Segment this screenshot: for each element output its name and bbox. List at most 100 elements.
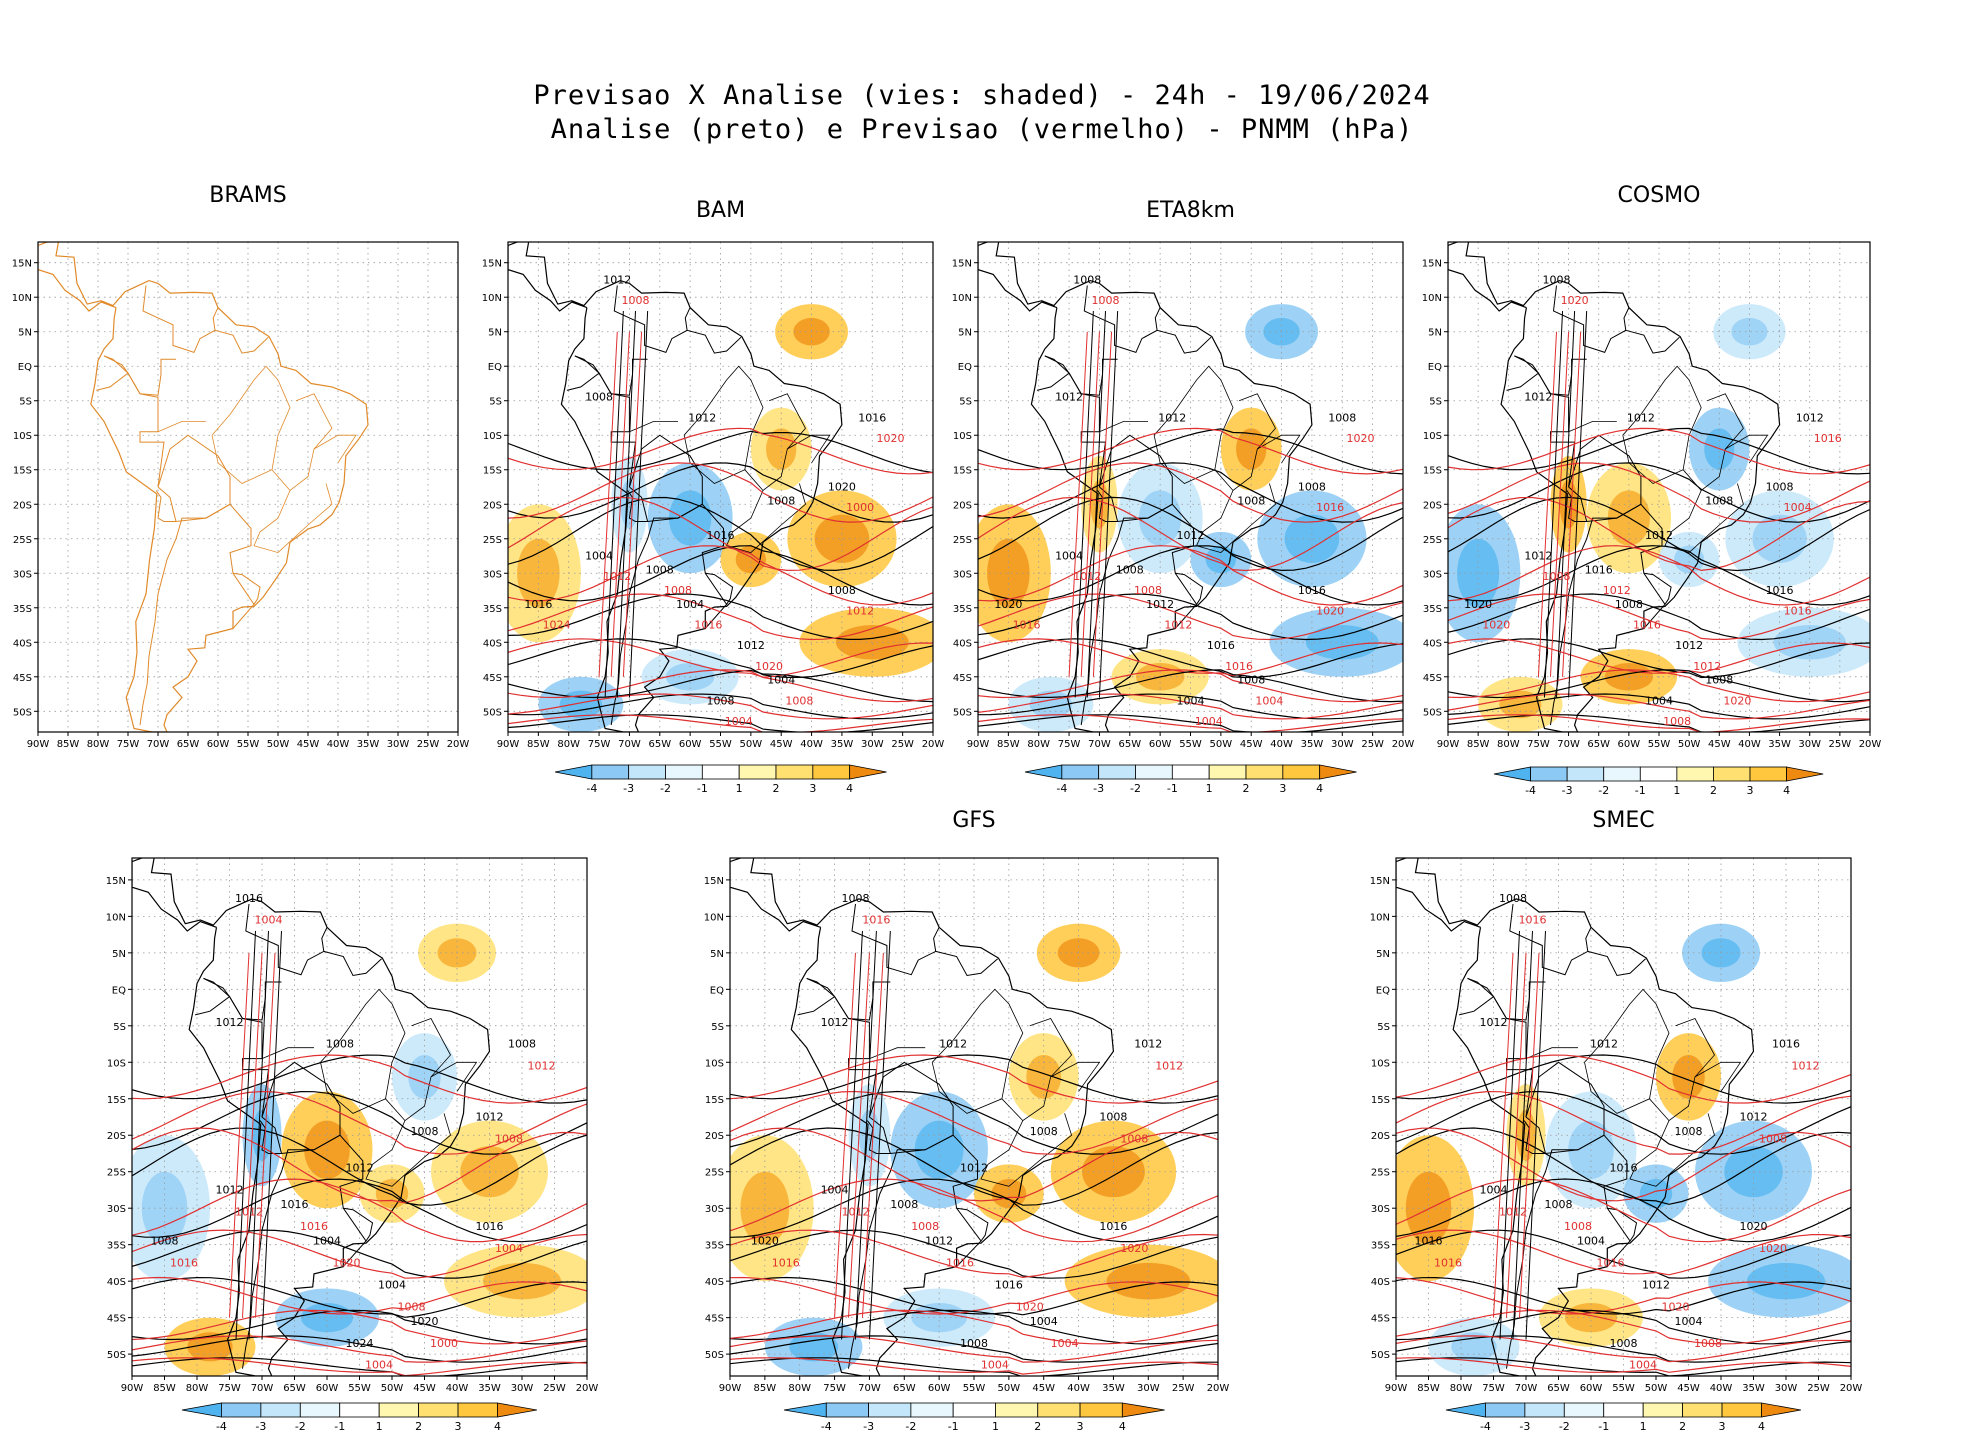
analysis-contour-label: 1008	[960, 1337, 988, 1350]
forecast-contour-label: 1008	[1759, 1133, 1787, 1146]
analysis-contour	[978, 669, 1403, 703]
lon-label: 50W	[1210, 739, 1233, 750]
analysis-contour	[604, 310, 624, 698]
forecast-contour	[508, 669, 933, 703]
lon-label: 90W	[497, 739, 520, 750]
lon-label: 75W	[117, 739, 140, 750]
forecast-contour	[730, 1309, 1218, 1345]
forecast-contour-label: 1012	[1155, 1060, 1183, 1073]
lon-label: 40W	[1738, 739, 1761, 750]
state-border	[320, 988, 406, 1114]
lon-label: 90W	[967, 739, 990, 750]
lat-label: 15S	[13, 466, 32, 477]
forecast-contour-label: 1016	[862, 914, 890, 927]
colorbar-segment	[378, 1402, 420, 1418]
lon-label: 40W	[1067, 1383, 1090, 1394]
lon-label: 55W	[348, 1383, 371, 1394]
forecast-contour-label: 1020	[1561, 294, 1589, 307]
lon-label: 45W	[413, 1383, 436, 1394]
colorbar-label: 4	[1316, 782, 1323, 795]
state-border	[253, 483, 333, 554]
lat-label: 30S	[1371, 1204, 1390, 1215]
analysis-contour	[1543, 310, 1564, 698]
lon-label: 50W	[1645, 1383, 1668, 1394]
analysis-contour-label: 1012	[603, 273, 631, 286]
analysis-contour	[978, 693, 1403, 720]
lon-label: 70W	[251, 1383, 274, 1394]
bias-shade-core	[1773, 625, 1846, 660]
analysis-contour-label: 1012	[1627, 411, 1655, 424]
bias-shade-core	[1672, 1054, 1705, 1099]
lon-label: 90W	[27, 739, 50, 750]
forecast-contour-label: 1020	[1316, 605, 1344, 618]
country-border	[155, 490, 176, 522]
state-border	[1649, 1018, 1715, 1122]
analysis-contour-label: 1008	[890, 1198, 918, 1211]
lon-label: 50W	[998, 1383, 1021, 1394]
coastline	[1448, 242, 1781, 732]
forecast-contour	[132, 1127, 587, 1204]
lon-label: 80W	[1027, 739, 1050, 750]
forecast-contour-label: 1012	[235, 1205, 263, 1218]
country-border	[1044, 355, 1118, 396]
analysis-contour-label: 1016	[1099, 1220, 1127, 1233]
lat-label: 30S	[483, 569, 502, 580]
analysis-contour	[1396, 1178, 1851, 1243]
colorbar-label: 3	[1719, 1420, 1726, 1433]
colorbar-label: -4	[216, 1420, 227, 1433]
analysis-contour-label: 1012	[1134, 1038, 1162, 1051]
lat-label: 15N	[1370, 876, 1390, 887]
lon-label: 30W	[1331, 739, 1354, 750]
map-panel5: 1016 1012 1008 1008 1012 1016 1012 1004 1004 1008…	[106, 857, 598, 1394]
lat-label: 25S	[1371, 1168, 1390, 1179]
forecast-contour	[1396, 1277, 1851, 1315]
state-border	[726, 483, 806, 554]
lon-label: 60W	[1149, 739, 1172, 750]
lon-label: 40W	[446, 1383, 469, 1394]
analysis-contour	[508, 496, 933, 572]
analysis-contour	[1448, 638, 1870, 679]
lat-label: 50S	[953, 707, 972, 718]
analysis-contour-label: 1008	[585, 391, 613, 404]
lon-label: 80W	[557, 739, 580, 750]
lat-label: 10S	[953, 431, 972, 442]
analysis-contour	[132, 1229, 587, 1279]
country-border	[610, 503, 728, 726]
analysis-contour-label: 1008	[767, 494, 795, 507]
analysis-contour	[132, 1276, 587, 1318]
lat-label: 45S	[483, 673, 502, 684]
colorbar-label: -4	[1056, 782, 1067, 795]
bias-shade-core	[559, 690, 603, 719]
colorbar-label: 2	[772, 782, 779, 795]
forecast-contour	[1396, 1309, 1851, 1345]
main-title-line-1: Previsao X Analise (vies: shaded) - 24h …	[533, 80, 1431, 111]
analysis-contour	[1396, 1309, 1851, 1345]
lon-label: 70W	[1515, 1383, 1538, 1394]
forecast-contour-label: 1004	[725, 715, 753, 728]
analysis-contour-label: 1016	[1610, 1162, 1638, 1175]
colorbar-label: 1	[735, 782, 742, 795]
lat-label: 50S	[483, 707, 502, 718]
lat-label: 10S	[107, 1058, 126, 1069]
analysis-contour-label: 1024	[346, 1337, 374, 1350]
lat-label: 20S	[1423, 500, 1442, 511]
state-border	[157, 420, 206, 433]
forecast-contour	[255, 952, 276, 1318]
forecast-contour-label: 1016	[1013, 618, 1041, 631]
forecast-contour-label: 1004	[1195, 715, 1223, 728]
analysis-contour-label: 1008	[1298, 480, 1326, 493]
lat-label: 40S	[107, 1277, 126, 1288]
forecast-contour	[508, 693, 933, 720]
analysis-contour	[1074, 310, 1094, 698]
analysis-contour-label: 1016	[858, 411, 886, 424]
country-border	[103, 355, 176, 396]
country-border	[566, 355, 600, 391]
lat-label: 50S	[705, 1350, 724, 1361]
analysis-contour	[730, 1054, 1218, 1104]
analysis-contour-label: 1012	[960, 1162, 988, 1175]
colorbar-segment	[1079, 1402, 1123, 1418]
colorbar-label: -2	[905, 1420, 916, 1433]
analysis-contour	[1448, 427, 1870, 475]
lat-label: 10N	[1422, 293, 1442, 304]
colorbar-segment	[1750, 766, 1788, 782]
